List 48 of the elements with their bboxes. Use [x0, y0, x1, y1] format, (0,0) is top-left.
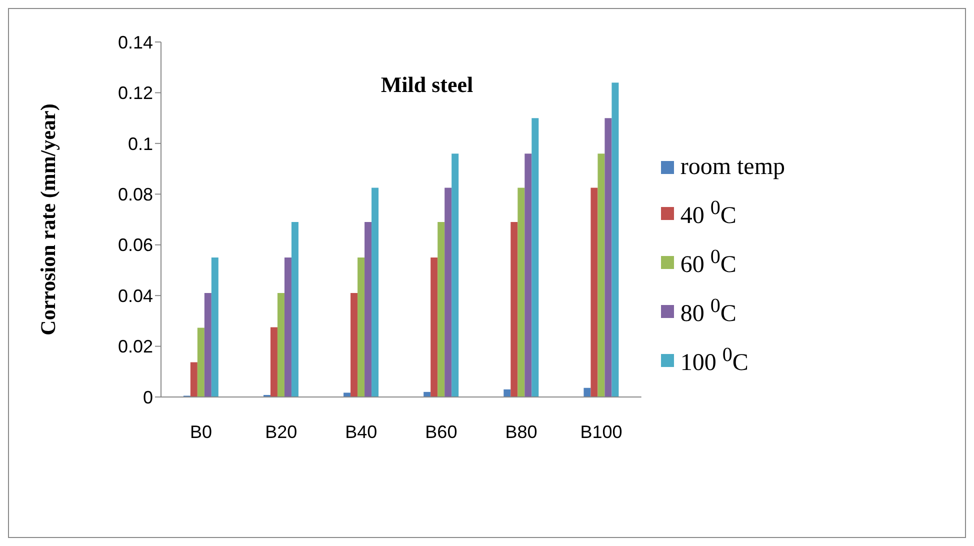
y-tick-label: 0 — [142, 387, 153, 408]
x-tick-label: B80 — [505, 422, 538, 442]
bar — [612, 82, 619, 397]
bar — [510, 222, 518, 397]
bar — [270, 327, 278, 397]
y-tick-label: 0.12 — [118, 83, 153, 104]
y-tick-label: 0.1 — [128, 134, 153, 154]
legend-label: 60 $^{0}$C — [680, 246, 736, 278]
bar — [452, 154, 459, 397]
bar — [518, 188, 525, 397]
bar — [277, 293, 284, 397]
x-tick-label: B100 — [580, 422, 622, 442]
bar — [438, 222, 445, 397]
x-tick-label: B40 — [345, 422, 378, 442]
x-tick-label: B60 — [425, 422, 458, 442]
y-tick-label: 0.02 — [118, 336, 153, 357]
legend-label: 80 $^{0}$C — [680, 294, 736, 328]
y-tick-label: 0.06 — [118, 235, 153, 256]
bar — [532, 118, 539, 397]
legend-label: room temp — [680, 154, 785, 180]
bar — [372, 188, 379, 397]
bar — [284, 258, 292, 397]
legend-label: 40 $^{0}$C — [680, 196, 736, 230]
bar — [590, 188, 598, 397]
x-tick-label: B0 — [190, 422, 212, 442]
bar — [364, 222, 372, 397]
bar — [444, 188, 452, 397]
x-tick-label: B20 — [265, 422, 298, 442]
bar — [204, 293, 212, 397]
legend-label: 100 $^{0}$C — [680, 344, 748, 376]
y-tick-label: 0.08 — [118, 184, 153, 205]
y-axis-title: Corrosion rate (mm/year) — [36, 104, 60, 336]
y-tick-label: 0.04 — [118, 286, 153, 306]
bar — [604, 118, 612, 397]
bar — [190, 362, 198, 397]
bar — [584, 388, 591, 397]
bar — [291, 222, 298, 397]
bar — [504, 389, 511, 397]
bar — [430, 258, 438, 397]
bar — [524, 154, 532, 397]
bar — [197, 328, 204, 397]
text: Mild steel — [380, 72, 474, 97]
bar — [358, 258, 365, 397]
bar — [211, 258, 218, 397]
bar — [350, 293, 358, 397]
y-tick-label: 0.14 — [118, 32, 153, 52]
bar — [598, 154, 605, 397]
bar — [344, 392, 351, 397]
